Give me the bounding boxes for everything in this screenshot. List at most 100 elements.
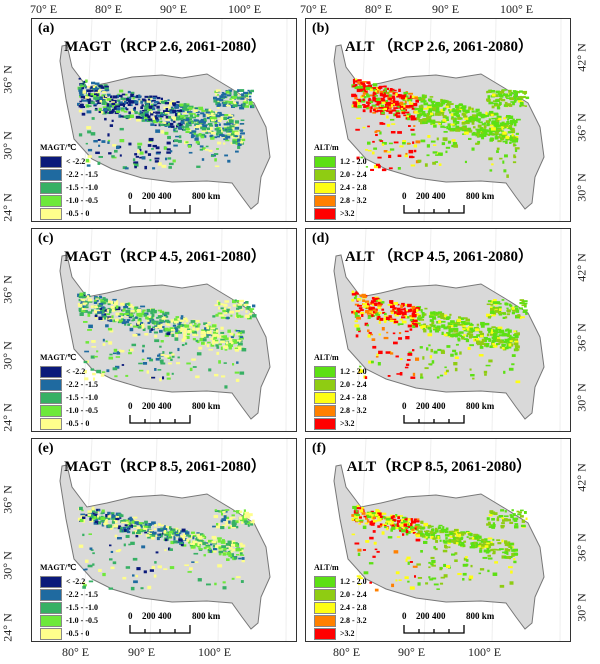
legend-item: 2.8 - 3.2 xyxy=(314,614,367,627)
legend-swatch xyxy=(314,404,336,417)
right-latitude-label: 42° N xyxy=(574,253,589,282)
legend-item-label: >3.2 xyxy=(340,209,355,218)
legend-title: ALT/m xyxy=(314,563,339,572)
left-latitude-label: 36° N xyxy=(0,485,15,514)
legend-swatch xyxy=(314,417,336,430)
legend-swatch xyxy=(40,588,62,601)
plateau-map xyxy=(333,439,562,641)
left-latitude-label: 36° N xyxy=(0,275,15,304)
panel-label: (e) xyxy=(38,441,54,456)
left-latitude-label: 24° N xyxy=(0,403,15,432)
legend-swatch xyxy=(314,168,336,181)
legend-item: -1.5 - -1.0 xyxy=(40,391,98,404)
scale-bar-label: 800 km xyxy=(192,191,221,201)
legend-item: >3.2 xyxy=(314,627,367,640)
panel-label: (d) xyxy=(312,231,330,246)
scale-bar: 0 200 400 800 km xyxy=(128,401,228,427)
legend-item: 2.0 - 2.4 xyxy=(314,378,367,391)
top-longitude-label: 90° E xyxy=(432,2,460,16)
panel-label: (b) xyxy=(312,21,330,36)
legend-item-label: -1.0 - -0.5 xyxy=(66,406,98,415)
legend: MAGT/℃ < -2.2 -2.2 - -1.5 -1.5 - -1.0 -1.0 -… xyxy=(40,563,98,640)
left-latitude-label: 30° N xyxy=(0,551,15,580)
legend-item: -0.5 - 0 xyxy=(40,207,98,220)
legend-title: MAGT/℃ xyxy=(40,143,77,152)
scale-bar: 0 200 400 800 km xyxy=(402,611,502,637)
legend-item-label: < -2.2 xyxy=(66,367,86,376)
legend-item: 2.4 - 2.8 xyxy=(314,181,367,194)
legend-item: 1.2 - 2.0 xyxy=(314,365,367,378)
legend-swatch xyxy=(314,181,336,194)
legend-item: 1.2 - 2.0 xyxy=(314,575,367,588)
plateau-outline xyxy=(333,464,545,630)
graticule-line xyxy=(559,439,562,641)
legend-item-label: -2.2 - -1.5 xyxy=(66,380,98,389)
scale-bar-label: 0 xyxy=(128,401,133,411)
scale-bar-label: 0 xyxy=(402,401,407,411)
top-longitude-label: 70° E xyxy=(300,2,328,16)
scale-bar-line xyxy=(403,415,465,424)
scale-bar-line xyxy=(403,625,465,634)
scale-bar: 0 200 400 800 km xyxy=(402,401,502,427)
scale-bar-line xyxy=(129,625,191,634)
left-latitude-label: 24° N xyxy=(0,193,15,222)
legend-title: MAGT/℃ xyxy=(40,353,77,362)
legend-item-label: -0.5 - 0 xyxy=(66,629,90,638)
scale-bar-label: 800 km xyxy=(192,401,221,411)
legend-item-label: 1.2 - 2.0 xyxy=(340,367,367,376)
legend-swatch xyxy=(40,417,62,430)
legend-item-label: -1.5 - -1.0 xyxy=(66,183,98,192)
legend-swatch xyxy=(314,365,336,378)
legend-item: -1.5 - -1.0 xyxy=(40,601,98,614)
legend: MAGT/℃ < -2.2 -2.2 - -1.5 -1.5 - -1.0 -1.0 -… xyxy=(40,353,98,430)
plateau-map xyxy=(59,19,288,221)
legend-item: 2.8 - 3.2 xyxy=(314,194,367,207)
legend-item-label: 1.2 - 2.0 xyxy=(340,577,367,586)
legend-swatch xyxy=(314,155,336,168)
legend-item-label: < -2.2 xyxy=(66,577,86,586)
scale-bar-label: 400 xyxy=(158,191,172,201)
scale-bar-label: 0 xyxy=(128,611,133,621)
legend-swatch xyxy=(40,614,62,627)
plateau-outline xyxy=(333,254,545,420)
legend-item: >3.2 xyxy=(314,417,367,430)
scale-bar-label: 200 xyxy=(142,401,156,411)
scale-bar-line xyxy=(403,205,465,214)
legend-swatch xyxy=(314,588,336,601)
left-latitude-label: 30° N xyxy=(0,131,15,160)
legend-item: < -2.2 xyxy=(40,155,98,168)
legend-swatch xyxy=(314,207,336,220)
right-latitude-label: 36° N xyxy=(574,533,589,562)
top-longitude-label: 80° E xyxy=(95,2,123,16)
panel-title: MAGT（RCP 8.5, 2061-2080） xyxy=(64,459,266,475)
legend-item-label: -1.0 - -0.5 xyxy=(66,616,98,625)
scale-bar-line xyxy=(129,415,191,424)
panel-title: ALT（RCP 8.5, 2061-2080） xyxy=(346,459,532,475)
panel-title: ALT （RCP 4.5, 2061-2080） xyxy=(345,249,533,265)
plateau-map xyxy=(59,439,288,641)
raster-cells xyxy=(77,291,257,389)
top-longitude-label: 100° E xyxy=(228,2,262,16)
legend-swatch xyxy=(40,391,62,404)
map-panel-c: (c) MAGT（RCP 4.5, 2061-2080） MAGT/℃ < -2.2 -… xyxy=(31,228,297,432)
top-longitude-label: 100° E xyxy=(500,2,534,16)
raster-cells xyxy=(77,506,255,591)
legend-item-label: -1.0 - -0.5 xyxy=(66,196,98,205)
legend-item-label: 2.0 - 2.4 xyxy=(340,170,367,179)
legend-item-label: >3.2 xyxy=(340,629,355,638)
legend-item: 1.2 - 2.0 xyxy=(314,155,367,168)
bottom-longitude-label: 80° E xyxy=(333,645,361,659)
top-longitude-label: 80° E xyxy=(365,2,393,16)
legend-item: 2.4 - 2.8 xyxy=(314,391,367,404)
legend: ALT/m 1.2 - 2.0 2.0 - 2.4 2.4 - 2.8 2.8 - 3.… xyxy=(314,563,367,640)
map-panel-f: (f) ALT（RCP 8.5, 2061-2080） ALT/m 1.2 - 2.0… xyxy=(305,438,571,642)
legend-item: -1.0 - -0.5 xyxy=(40,194,98,207)
legend-swatch xyxy=(314,627,336,640)
map-panel-e: (e) MAGT（RCP 8.5, 2061-2080） MAGT/℃ < -2.2 -… xyxy=(31,438,297,642)
raster-cells xyxy=(77,77,255,170)
scale-bar-line xyxy=(129,205,191,214)
right-latitude-label: 30° N xyxy=(574,593,589,622)
right-latitude-label: 30° N xyxy=(574,173,589,202)
plateau-outline xyxy=(59,254,271,420)
legend-item-label: -1.5 - -1.0 xyxy=(66,603,98,612)
